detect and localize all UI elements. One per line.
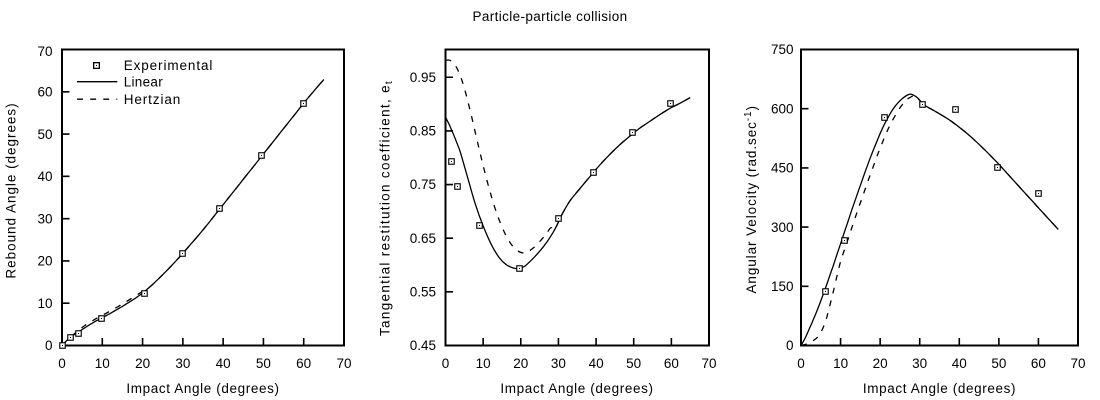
- svg-text:Impact Angle (degrees): Impact Angle (degrees): [863, 381, 1016, 396]
- svg-text:60: 60: [664, 356, 679, 371]
- svg-text:20: 20: [873, 356, 888, 371]
- svg-text:0.95: 0.95: [410, 70, 436, 85]
- svg-text:750: 750: [771, 42, 794, 57]
- svg-text:Hertzian: Hertzian: [124, 92, 181, 107]
- svg-text:30: 30: [37, 211, 52, 226]
- svg-text:20: 20: [37, 254, 52, 269]
- svg-text:0: 0: [442, 356, 450, 371]
- svg-text:40: 40: [216, 356, 231, 371]
- svg-text:40: 40: [589, 356, 604, 371]
- svg-text:0.65: 0.65: [410, 231, 436, 246]
- svg-text:Impact Angle (degrees): Impact Angle (degrees): [500, 381, 653, 396]
- svg-text:70: 70: [1070, 356, 1085, 371]
- svg-text:Linear: Linear: [124, 74, 164, 89]
- svg-text:20: 20: [135, 356, 150, 371]
- svg-text:Particle-particle collision: Particle-particle collision: [472, 9, 627, 24]
- svg-text:30: 30: [551, 356, 566, 371]
- svg-text:70: 70: [37, 44, 52, 59]
- svg-text:10: 10: [95, 356, 110, 371]
- svg-text:0.55: 0.55: [410, 285, 436, 300]
- svg-text:0.85: 0.85: [410, 124, 436, 139]
- svg-text:10: 10: [37, 296, 52, 311]
- svg-text:0.45: 0.45: [410, 338, 436, 353]
- svg-text:60: 60: [296, 356, 311, 371]
- svg-text:600: 600: [771, 101, 794, 116]
- svg-text:0: 0: [58, 356, 66, 371]
- svg-text:0: 0: [797, 356, 805, 371]
- svg-text:Tangential restitution coeffic: Tangential restitution coefficient, et: [378, 80, 396, 336]
- svg-text:0.75: 0.75: [410, 177, 436, 192]
- svg-text:40: 40: [37, 169, 52, 184]
- svg-text:0: 0: [786, 338, 794, 353]
- svg-text:70: 70: [336, 356, 351, 371]
- svg-text:0: 0: [45, 338, 53, 353]
- svg-text:50: 50: [37, 127, 52, 142]
- svg-text:Impact Angle (degrees): Impact Angle (degrees): [126, 381, 279, 396]
- svg-text:450: 450: [771, 161, 794, 176]
- svg-text:60: 60: [37, 85, 52, 100]
- svg-text:50: 50: [256, 356, 271, 371]
- svg-text:300: 300: [771, 220, 794, 235]
- svg-text:Experimental: Experimental: [124, 58, 214, 73]
- svg-text:50: 50: [991, 356, 1006, 371]
- svg-text:60: 60: [1031, 356, 1046, 371]
- svg-text:Angular Velocity (rad.sec-1): Angular Velocity (rad.sec-1): [743, 105, 759, 293]
- svg-text:40: 40: [952, 356, 967, 371]
- svg-text:10: 10: [476, 356, 491, 371]
- svg-text:30: 30: [912, 356, 927, 371]
- svg-text:20: 20: [513, 356, 528, 371]
- svg-text:Rebound Angle (degrees): Rebound Angle (degrees): [4, 102, 19, 278]
- svg-text:70: 70: [701, 356, 716, 371]
- svg-text:10: 10: [833, 356, 848, 371]
- svg-text:30: 30: [175, 356, 190, 371]
- svg-text:50: 50: [626, 356, 641, 371]
- svg-text:150: 150: [771, 279, 794, 294]
